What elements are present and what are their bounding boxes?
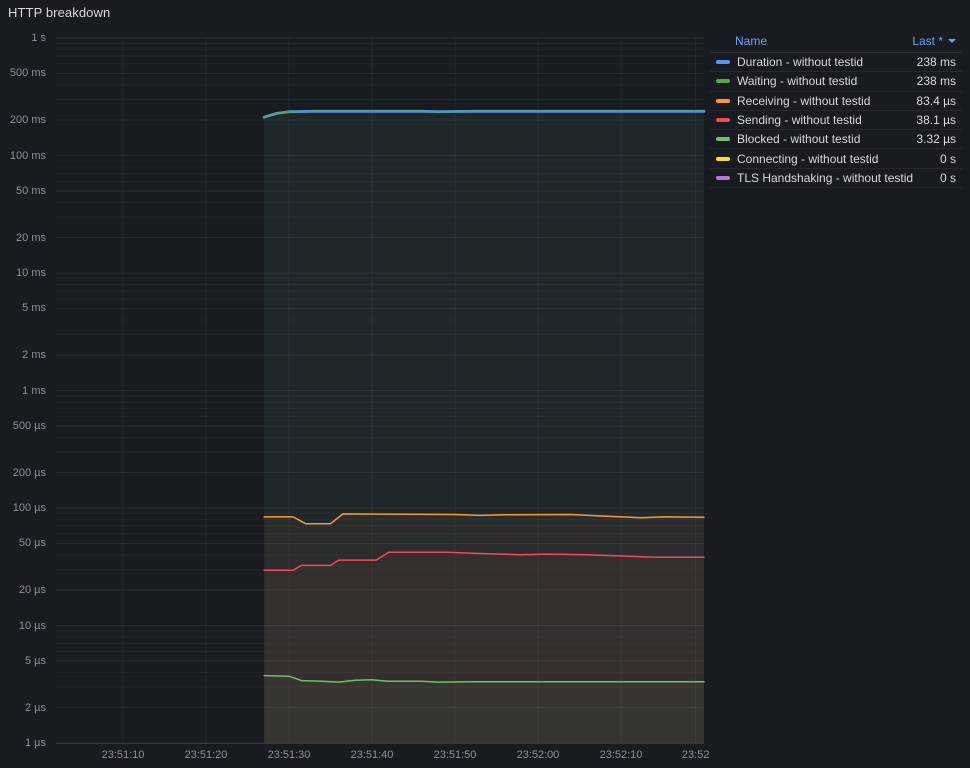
legend-series-name[interactable]: Connecting - without testid bbox=[737, 151, 879, 166]
series-color-swatch bbox=[716, 79, 730, 84]
legend-last-value: 238 ms bbox=[916, 74, 956, 89]
legend-series-name[interactable]: TLS Handshaking - without testid bbox=[737, 170, 914, 185]
y-axis-label: 20 ms bbox=[16, 231, 46, 244]
y-axis-label: 1 µs bbox=[24, 737, 46, 749]
legend-last-value: 0 s bbox=[939, 170, 956, 185]
x-axis-label: 23:51:20 bbox=[184, 749, 228, 761]
series-line[interactable] bbox=[263, 110, 705, 118]
legend-series-name[interactable]: Receiving - without testid bbox=[737, 93, 871, 108]
sort-caret-down-icon bbox=[948, 39, 956, 44]
legend-header: Name Last * bbox=[710, 32, 962, 53]
legend-last-value: 0 s bbox=[939, 151, 956, 166]
legend-rows: Duration - without testid 238 ms Waiting -… bbox=[710, 53, 962, 189]
series-fill bbox=[264, 111, 704, 744]
y-axis-label: 200 µs bbox=[12, 466, 46, 479]
legend-last-value: 83.4 µs bbox=[916, 93, 956, 108]
y-axis-label: 50 µs bbox=[18, 537, 46, 550]
x-axis-label: 23:52 bbox=[681, 749, 710, 761]
y-axis-label: 200 ms bbox=[9, 114, 46, 127]
y-axis-label: 50 ms bbox=[16, 184, 46, 197]
legend-series-name[interactable]: Blocked - without testid bbox=[737, 132, 861, 147]
legend-row[interactable]: Duration - without testid 238 ms bbox=[710, 53, 962, 73]
series-fill bbox=[264, 513, 704, 743]
legend-header-name[interactable]: Name bbox=[735, 34, 768, 48]
series-color-swatch bbox=[716, 118, 730, 123]
y-axis-label: 10 µs bbox=[18, 619, 46, 632]
series-color-swatch bbox=[716, 175, 730, 180]
series-line[interactable] bbox=[263, 674, 705, 683]
series-fill bbox=[264, 552, 704, 743]
series-fill bbox=[264, 675, 704, 743]
y-axis-label: 2 ms bbox=[22, 349, 46, 362]
legend-header-last[interactable]: Last * bbox=[912, 34, 956, 48]
y-axis-label: 20 µs bbox=[18, 584, 46, 597]
legend-series-name[interactable]: Waiting - without testid bbox=[737, 74, 858, 89]
legend-last-value: 38.1 µs bbox=[916, 113, 956, 128]
legend-series-name[interactable]: Duration - without testid bbox=[737, 55, 864, 70]
legend-row[interactable]: Blocked - without testid 3.32 µs bbox=[710, 130, 962, 150]
x-axis-label: 23:51:30 bbox=[267, 749, 311, 761]
y-axis-label: 100 µs bbox=[12, 502, 46, 514]
y-axis-label: 500 µs bbox=[12, 419, 46, 432]
y-axis-label: 10 ms bbox=[16, 267, 46, 279]
legend-series-name[interactable]: Sending - without testid bbox=[737, 113, 862, 128]
y-axis-label: 100 ms bbox=[9, 149, 46, 162]
x-axis-label: 23:52:10 bbox=[599, 749, 643, 761]
x-axis-label: 23:52:00 bbox=[516, 749, 560, 761]
series-line[interactable] bbox=[263, 551, 705, 572]
x-axis-label: 23:51:50 bbox=[433, 749, 477, 761]
series-color-swatch bbox=[716, 98, 730, 103]
series-color-swatch bbox=[716, 137, 730, 142]
y-axis-label: 5 ms bbox=[22, 302, 46, 315]
legend-row[interactable]: TLS Handshaking - without testid 0 s bbox=[710, 169, 962, 189]
legend-row[interactable]: Receiving - without testid 83.4 µs bbox=[710, 92, 962, 111]
legend-header-last-label: Last * bbox=[912, 34, 943, 48]
legend-row[interactable]: Sending - without testid 38.1 µs bbox=[710, 111, 962, 131]
y-axis-label: 1 s bbox=[31, 32, 46, 44]
legend-last-value: 238 ms bbox=[916, 55, 956, 70]
panel-title[interactable]: HTTP breakdown bbox=[8, 5, 111, 20]
y-axis-label: 1 ms bbox=[22, 384, 46, 397]
legend-last-value: 3.32 µs bbox=[916, 132, 956, 147]
y-axis-label: 500 ms bbox=[9, 67, 46, 80]
legend-row[interactable]: Connecting - without testid 0 s bbox=[710, 149, 962, 169]
series-color-swatch bbox=[716, 60, 730, 65]
x-axis-label: 23:51:40 bbox=[350, 749, 394, 761]
series-fill bbox=[264, 111, 704, 744]
series-color-swatch bbox=[716, 156, 730, 161]
series-line[interactable] bbox=[263, 513, 705, 525]
y-axis-label: 2 µs bbox=[24, 701, 46, 714]
legend: Name Last * Duration - without testid 238… bbox=[710, 32, 962, 189]
x-axis-label: 23:51:10 bbox=[101, 749, 145, 761]
y-axis-label: 5 µs bbox=[24, 654, 46, 667]
legend-row[interactable]: Waiting - without testid 238 ms bbox=[710, 72, 962, 92]
